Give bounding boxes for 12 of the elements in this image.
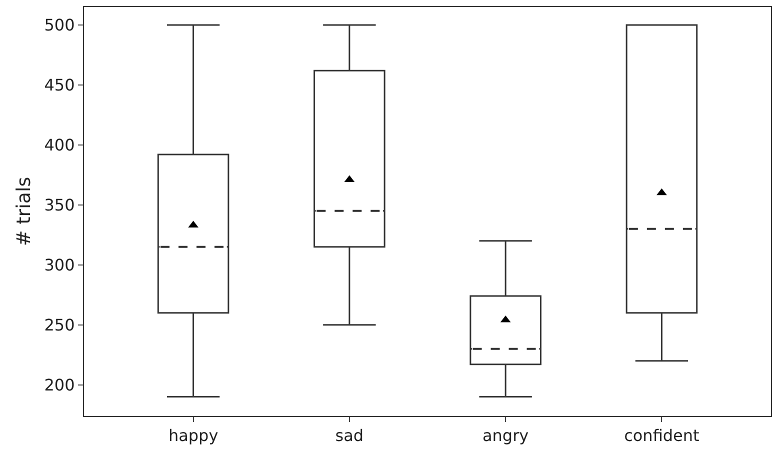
x-tick-label: sad — [335, 426, 364, 446]
x-tick-label: confident — [624, 426, 700, 446]
y-tick-label: 400 — [44, 136, 75, 155]
y-tick-label: 450 — [44, 76, 75, 95]
y-tick-label: 500 — [44, 16, 75, 35]
y-tick-label: 300 — [44, 255, 75, 274]
x-tick-label: angry — [482, 426, 529, 446]
x-tick-label: happy — [168, 426, 218, 446]
y-tick-label: 350 — [44, 196, 75, 214]
y-tick-label: 200 — [44, 375, 75, 394]
y-tick-label: 250 — [44, 315, 75, 334]
y-axis-title: # trials — [13, 176, 36, 246]
